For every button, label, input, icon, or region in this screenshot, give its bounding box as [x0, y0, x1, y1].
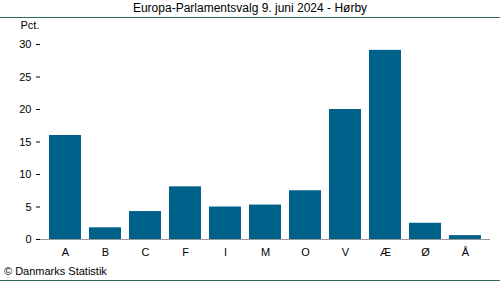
svg-text:I: I	[224, 246, 227, 258]
svg-text:25: 25	[19, 71, 31, 83]
svg-text:V: V	[342, 246, 350, 258]
svg-text:C: C	[142, 246, 150, 258]
svg-text:M: M	[261, 246, 270, 258]
svg-text:30: 30	[19, 38, 31, 50]
html-text:© Danmarks Statistik: © Danmarks Statistik	[4, 265, 107, 277]
svg-text:F: F	[182, 246, 189, 258]
svg-text:20: 20	[19, 103, 31, 115]
html-text:Europa-Parlamentsvalg 9. juni: Europa-Parlamentsvalg 9. juni 2024 - Hør…	[132, 1, 368, 15]
svg-text:10: 10	[19, 168, 31, 180]
svg-text:Æ: Æ	[380, 246, 391, 258]
svg-text:A: A	[62, 246, 70, 258]
svg-text:Pct.: Pct.	[21, 19, 40, 31]
svg-text:B: B	[102, 246, 109, 258]
svg-text:5: 5	[25, 201, 31, 213]
svg-text:Ø: Ø	[421, 246, 430, 258]
svg-text:15: 15	[19, 136, 31, 148]
svg-text:0: 0	[25, 233, 31, 245]
svg-text:O: O	[301, 246, 310, 258]
svg-text:Å: Å	[462, 246, 470, 258]
